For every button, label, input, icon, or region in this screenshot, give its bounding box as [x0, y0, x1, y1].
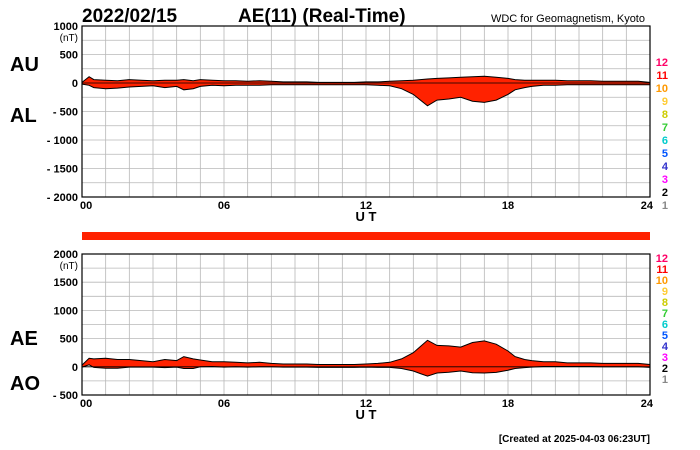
- x-tick-label: 24: [641, 398, 654, 410]
- scale-label: 9: [662, 286, 668, 298]
- lower-index-label: AL: [10, 105, 37, 127]
- y-tick-label: - 500: [53, 107, 78, 119]
- series-line-ae: [81, 339, 651, 366]
- y-tick-label: 2000: [54, 249, 78, 261]
- scale-label: 7: [662, 308, 668, 320]
- scale-label: 3: [662, 174, 668, 186]
- chart-title: AE(11) (Real-Time): [238, 6, 406, 27]
- x-tick-label: 18: [502, 200, 514, 212]
- scale-label: 9: [662, 96, 668, 108]
- scale-label: 3: [662, 352, 668, 364]
- x-tick-label: 24: [641, 200, 654, 212]
- separator-bar: [82, 232, 650, 240]
- y-tick-label: 0: [72, 78, 78, 90]
- scale-label: 5: [662, 330, 668, 342]
- lower-index-label: AO: [10, 373, 40, 395]
- x-axis-label: U T: [356, 407, 377, 422]
- scale-label: 8: [662, 109, 668, 121]
- upper-index-label: AU: [10, 54, 39, 76]
- x-tick-label: 00: [80, 398, 92, 410]
- created-label: [Created at 2025-04-03 06:23UT]: [499, 434, 650, 445]
- y-tick-label: - 500: [53, 390, 78, 402]
- y-tick-label: 500: [60, 50, 78, 62]
- unit-label: (nT): [60, 33, 78, 44]
- scale-label: 4: [662, 161, 669, 173]
- date-title: 2022/02/15: [82, 6, 178, 27]
- series-line-au: [81, 75, 651, 83]
- y-tick-label: 1000: [54, 21, 78, 33]
- scale-label: 11: [656, 70, 668, 82]
- scale-label: 1: [662, 200, 668, 212]
- x-tick-label: 06: [218, 200, 230, 212]
- x-tick-label: 18: [502, 398, 514, 410]
- scale-label: 12: [656, 57, 668, 69]
- upper-index-label: AE: [10, 328, 38, 350]
- scale-label: 6: [662, 135, 668, 147]
- plot-border: [81, 25, 651, 198]
- y-tick-label: 1000: [54, 305, 78, 317]
- y-tick-label: - 1000: [47, 135, 78, 147]
- source-label: WDC for Geomagnetism, Kyoto: [491, 13, 645, 25]
- scale-label: 4: [662, 341, 669, 353]
- scale-label: 12: [656, 253, 668, 265]
- scale-label: 10: [656, 83, 668, 95]
- unit-label: (nT): [60, 261, 78, 272]
- scale-label: 2: [662, 187, 668, 199]
- x-tick-label: 06: [218, 398, 230, 410]
- scale-label: 11: [656, 264, 668, 276]
- scale-label: 2: [662, 363, 668, 375]
- series-line-al: [81, 83, 650, 107]
- scale-label: 7: [662, 122, 668, 134]
- y-tick-label: - 2000: [47, 192, 78, 204]
- scale-label: 8: [662, 297, 668, 309]
- scale-label: 5: [662, 148, 668, 160]
- y-tick-label: - 1500: [47, 164, 78, 176]
- scale-label: 10: [656, 275, 668, 287]
- x-tick-label: 12: [360, 398, 372, 410]
- area-fill: [82, 76, 650, 106]
- x-axis-label: U T: [356, 209, 377, 224]
- y-tick-label: 1500: [54, 277, 78, 289]
- plot-border: [81, 253, 651, 396]
- scale-label: 6: [662, 319, 668, 331]
- scale-label: 1: [662, 374, 668, 386]
- y-tick-label: 500: [60, 334, 78, 346]
- y-tick-label: 0: [72, 362, 78, 374]
- x-tick-label: 12: [360, 200, 372, 212]
- x-tick-label: 00: [80, 200, 92, 212]
- au-al-panel: 1000 500 0 - 500 - 1000 - 1500 - 2000 (nT) 00 06 1…: [10, 21, 669, 224]
